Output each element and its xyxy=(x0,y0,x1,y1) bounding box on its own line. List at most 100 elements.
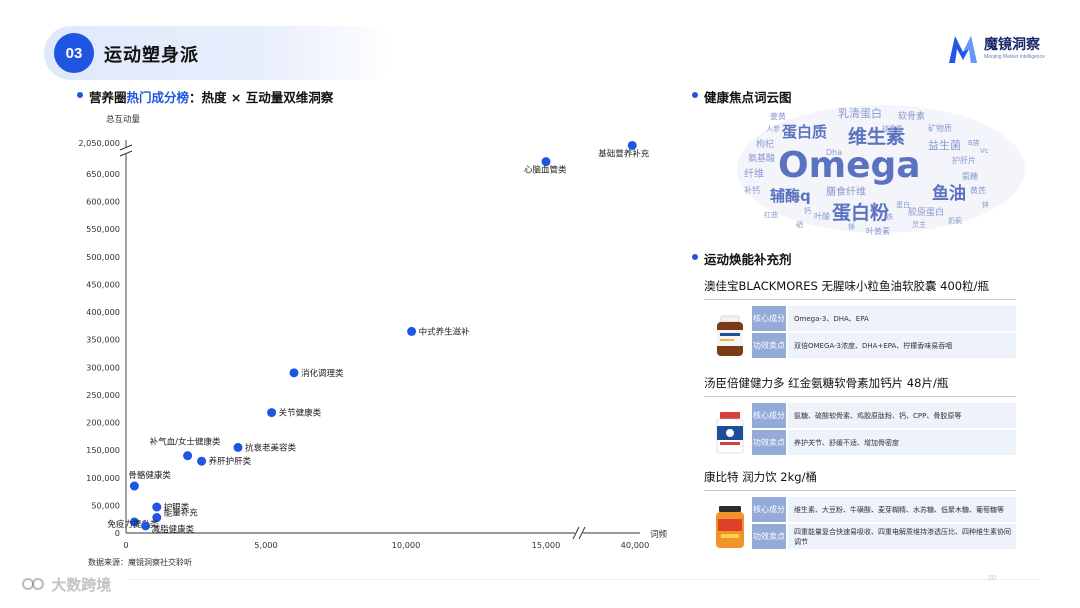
scatter-point xyxy=(183,451,193,461)
word-cloud-word: 膳食纤维 xyxy=(826,185,866,198)
y-tick-label: 600,000 xyxy=(86,197,120,207)
joint-tablet-bottle-icon xyxy=(716,412,744,454)
point-label: 补气血/女士健康类 xyxy=(150,437,221,448)
word-cloud-word: 奶蓟 xyxy=(948,216,962,225)
benefit-row-bg xyxy=(788,430,1016,455)
section-header-band xyxy=(44,26,394,80)
drink-tub-icon xyxy=(716,506,744,548)
point-label: 消化调理类 xyxy=(301,368,344,379)
x-tick-label: 0 xyxy=(123,540,128,550)
core-ingredients-text: 氨糖、硫酸软骨素、鸡胶原肽粉、钙、CPP、骨胶原等 xyxy=(794,411,962,420)
y-tick-label: 400,000 xyxy=(86,307,120,317)
word-cloud-word: 姜黄 xyxy=(770,111,786,121)
product-name: 康比特 润力饮 2kg/桶 xyxy=(704,469,1016,491)
word-cloud-word: 蛋白粉 xyxy=(832,201,889,224)
y-tick-label: 200,000 xyxy=(86,418,120,428)
word-cloud-word: 锌 xyxy=(982,200,989,209)
product-name: 澳佳宝BLACKMORES 无腥味小粒鱼油软胶囊 400粒/瓶 xyxy=(704,278,1016,300)
y-tick-label: 450,000 xyxy=(86,279,120,289)
x-tick-label: 5,000 xyxy=(254,540,277,550)
core-ingredients-tag: 核心成分 xyxy=(752,306,786,331)
word-cloud-word: 硒 xyxy=(796,221,803,229)
chart-heading: 营养圈热门成分榜：热度 × 互动量双维洞察 xyxy=(89,87,333,106)
product-card[interactable]: 康比特 润力饮 2kg/桶 核心成分 功效卖点 维生素、大豆粉、牛磺酸、麦芽糊精… xyxy=(704,469,1016,565)
watermark-text: 大数跨境 xyxy=(51,576,112,594)
word-cloud-word: 人参 xyxy=(766,124,780,133)
word-cloud-word: 矿物质 xyxy=(928,123,952,133)
y-break-mark xyxy=(119,144,133,157)
benefit-row-bg xyxy=(788,333,1016,358)
footer-divider xyxy=(130,579,1040,580)
section-number-badge: 03 xyxy=(54,33,94,73)
bullet-icon xyxy=(77,92,83,98)
benefit-text: 四重能量复合快速易吸收、四重电解质维持渗透压比、四种维生素协同调节 xyxy=(794,527,1011,546)
core-ingredients-tag: 核心成分 xyxy=(752,497,786,522)
y-tick-label: 300,000 xyxy=(86,362,120,372)
point-label: 免疫力提升类 xyxy=(107,519,159,530)
products-heading: 运动焕能补充剂 xyxy=(704,252,792,267)
x-axis-label: 词频 xyxy=(650,529,668,540)
word-cloud-word: 维生素 xyxy=(848,125,905,148)
word-cloud-word: 褪黑素 xyxy=(882,124,903,133)
scatter-point xyxy=(129,481,139,491)
point-label: 抗衰老美容类 xyxy=(245,442,297,453)
benefit-tag: 功效卖点 xyxy=(752,333,786,358)
x-tick-label: 15,000 xyxy=(532,540,561,550)
watermark: 大数跨境 xyxy=(22,574,111,595)
scatter-point xyxy=(541,157,551,167)
scatter-point xyxy=(197,456,207,466)
word-cloud-word: B族 xyxy=(968,138,980,147)
word-cloud-word: 纤维 xyxy=(744,167,764,180)
y-break-gap xyxy=(121,148,131,154)
core-row-bg xyxy=(788,497,1016,522)
word-cloud-word: 护肝片 xyxy=(952,155,976,165)
word-cloud-word: 益生菌 xyxy=(928,138,961,152)
point-label: 基础营养补充 xyxy=(598,148,650,159)
y-tick-label: 250,000 xyxy=(86,390,120,400)
point-label: 护眼类 xyxy=(164,502,190,513)
y-tick-label: 650,000 xyxy=(86,169,120,179)
product-card[interactable]: 汤臣倍健健力多 红金氨糖软骨素加钙片 48片/瓶 核心成分 功效卖点 氨糖、硫酸… xyxy=(704,375,1016,471)
benefit-tag: 功效卖点 xyxy=(752,524,786,549)
word-cloud-word: 蛋白 xyxy=(896,200,910,209)
benefit-row-bg xyxy=(788,524,1016,549)
point-label: 中式养生滋补 xyxy=(419,326,471,337)
word-cloud-word: 胶原蛋白 xyxy=(908,206,944,218)
brand-name: 魔镜洞察 xyxy=(984,37,1040,53)
y-tick-label: 0 xyxy=(115,528,120,538)
point-label: 骨骼健康类 xyxy=(128,470,171,481)
word-cloud-word: 氨糖 xyxy=(962,171,978,181)
benefit-text: 双倍OMEGA-3浓度、DHA+EPA、柠檬香味易吞咽 xyxy=(794,341,953,350)
x-tick-label: 40,000 xyxy=(621,540,650,550)
product-name: 汤臣倍健健力多 红金氨糖软骨素加钙片 48片/瓶 xyxy=(704,375,1016,397)
x-break-gap xyxy=(575,529,583,537)
word-cloud-word: 黄芪 xyxy=(970,185,986,195)
scatter-point xyxy=(627,140,637,150)
scatter-point xyxy=(129,517,139,527)
word-cloud-word: 软骨素 xyxy=(898,110,925,122)
brand-tagline: Moojing Market Intelligence xyxy=(984,54,1045,60)
scatter-point xyxy=(141,521,151,531)
scatter-chart: 总互动量 词频 0 50,000 100,000 150,000 200,000 250,00… xyxy=(70,112,680,557)
brand-logo[interactable]: 魔镜洞察 Moojing Market Intelligence xyxy=(946,32,1056,68)
point-label: 关节健康类 xyxy=(279,408,322,419)
product-card[interactable]: 澳佳宝BLACKMORES 无腥味小粒鱼油软胶囊 400粒/瓶 核心成分 功效卖… xyxy=(704,278,1016,374)
chart-heading-highlight: 热门成分榜 xyxy=(126,90,190,105)
core-ingredients-text: Omega-3、DHA、EPA xyxy=(794,314,869,323)
x-break-mark xyxy=(572,526,586,540)
word-cloud-word: 灵芝 xyxy=(912,220,926,229)
chart-heading-suffix: ：热度 × 互动量双维洞察 xyxy=(189,90,334,105)
point-label: 减脂健康类 xyxy=(152,524,195,535)
y-tick-label: 2,050,000 xyxy=(78,138,120,148)
y-tick-label: 550,000 xyxy=(86,224,120,234)
word-cloud-word: 钙 xyxy=(804,206,811,215)
word-cloud-word: 乳清蛋白 xyxy=(838,106,882,120)
page-number: 20 xyxy=(988,575,996,582)
word-cloud-backdrop xyxy=(737,105,1025,233)
y-tick-label: 50,000 xyxy=(91,500,120,510)
word-cloud: Omega 维生素 蛋白粉 蛋白质 辅酶q 鱼油 乳清蛋白 益生菌 膳食纤维 胶原蛋白 软骨素 矿物质… xyxy=(736,103,1026,236)
y-tick-label: 150,000 xyxy=(86,445,120,455)
word-cloud-word: 叶酸 xyxy=(814,211,830,221)
